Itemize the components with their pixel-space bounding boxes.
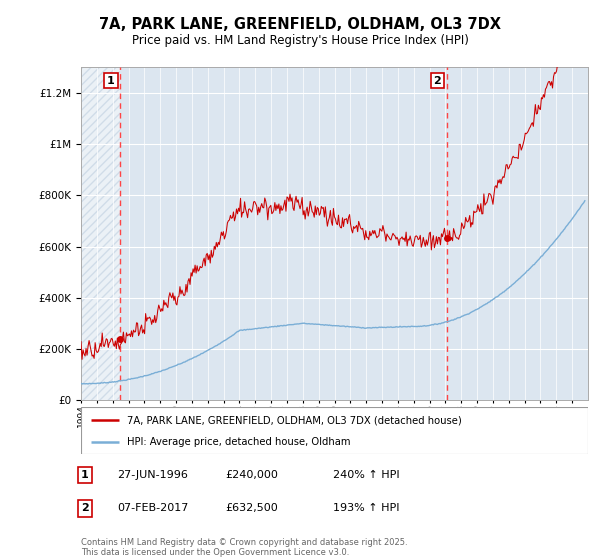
Text: 1: 1 bbox=[81, 470, 89, 480]
Text: 07-FEB-2017: 07-FEB-2017 bbox=[117, 503, 188, 514]
Text: 2: 2 bbox=[433, 76, 441, 86]
FancyBboxPatch shape bbox=[81, 407, 588, 454]
Text: 2: 2 bbox=[81, 503, 89, 514]
Text: 193% ↑ HPI: 193% ↑ HPI bbox=[333, 503, 400, 514]
Text: 27-JUN-1996: 27-JUN-1996 bbox=[117, 470, 188, 480]
Text: 240% ↑ HPI: 240% ↑ HPI bbox=[333, 470, 400, 480]
Text: Price paid vs. HM Land Registry's House Price Index (HPI): Price paid vs. HM Land Registry's House … bbox=[131, 34, 469, 46]
Text: 7A, PARK LANE, GREENFIELD, OLDHAM, OL3 7DX: 7A, PARK LANE, GREENFIELD, OLDHAM, OL3 7… bbox=[99, 17, 501, 32]
Text: HPI: Average price, detached house, Oldham: HPI: Average price, detached house, Oldh… bbox=[127, 437, 350, 447]
Text: £240,000: £240,000 bbox=[225, 470, 278, 480]
Text: £632,500: £632,500 bbox=[225, 503, 278, 514]
Text: Contains HM Land Registry data © Crown copyright and database right 2025.
This d: Contains HM Land Registry data © Crown c… bbox=[81, 538, 407, 557]
Text: 7A, PARK LANE, GREENFIELD, OLDHAM, OL3 7DX (detached house): 7A, PARK LANE, GREENFIELD, OLDHAM, OL3 7… bbox=[127, 415, 461, 425]
Bar bbox=[81, 67, 121, 400]
Text: 1: 1 bbox=[107, 76, 115, 86]
